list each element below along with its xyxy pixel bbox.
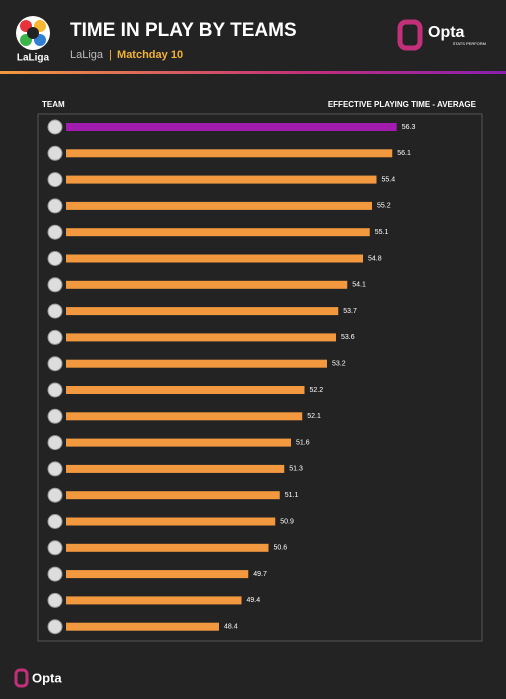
bar bbox=[66, 386, 305, 394]
category-header: TEAM bbox=[42, 100, 65, 109]
value-label: 50.9 bbox=[280, 518, 294, 525]
value-label: 51.3 bbox=[289, 466, 303, 473]
value-label: 51.1 bbox=[285, 492, 299, 499]
bar bbox=[66, 464, 285, 473]
team-logo bbox=[47, 172, 63, 188]
subtitle-league: LaLiga bbox=[70, 49, 104, 61]
footer-name: Opta bbox=[32, 670, 62, 685]
bar bbox=[66, 570, 249, 579]
value-label: 48.4 bbox=[224, 624, 238, 631]
team-logo bbox=[47, 251, 63, 266]
value-label: 56.1 bbox=[397, 150, 411, 157]
bar bbox=[66, 359, 327, 368]
bar bbox=[66, 517, 276, 526]
bar bbox=[66, 438, 291, 447]
footer-logo: Opta bbox=[14, 668, 62, 688]
bar bbox=[66, 175, 377, 184]
bar bbox=[66, 123, 397, 131]
subtitle: LaLiga | Matchday 10 bbox=[70, 49, 183, 61]
team-logo bbox=[47, 356, 63, 372]
bar bbox=[66, 412, 303, 421]
value-label: 54.1 bbox=[352, 282, 366, 289]
chart-title: TIME IN PLAY BY TEAMS bbox=[70, 20, 297, 41]
bar bbox=[66, 149, 393, 158]
league-name: LaLiga bbox=[17, 53, 50, 64]
team-logo bbox=[47, 619, 63, 635]
header-rule bbox=[0, 71, 506, 74]
value-label: 55.4 bbox=[382, 176, 396, 183]
bar bbox=[66, 201, 372, 210]
provider-name: Opta bbox=[428, 24, 465, 41]
team-logo bbox=[47, 382, 63, 398]
bar bbox=[66, 280, 348, 289]
team-logo bbox=[47, 198, 63, 214]
value-label: 51.6 bbox=[296, 439, 310, 446]
bar bbox=[66, 622, 219, 631]
team-logo bbox=[47, 303, 63, 319]
value-label: 55.1 bbox=[375, 229, 389, 236]
league-logo bbox=[16, 16, 50, 50]
subtitle-matchday: Matchday 10 bbox=[117, 49, 183, 61]
value-label: 52.1 bbox=[307, 413, 321, 420]
provider-tag: STATS PERFORM bbox=[453, 41, 486, 46]
bar bbox=[66, 307, 339, 316]
value-label: 53.6 bbox=[341, 334, 355, 341]
team-logo bbox=[47, 592, 63, 608]
team-logo bbox=[47, 119, 63, 135]
bar bbox=[66, 596, 242, 605]
value-header: EFFECTIVE PLAYING TIME - AVERAGE bbox=[328, 100, 477, 109]
bar bbox=[66, 491, 280, 500]
bar bbox=[66, 333, 336, 342]
team-logo bbox=[47, 514, 63, 529]
provider-logo: Opta STATS PERFORM bbox=[397, 19, 486, 51]
value-label: 50.6 bbox=[274, 545, 288, 552]
value-label: 49.7 bbox=[253, 571, 267, 578]
value-label: 52.2 bbox=[310, 387, 324, 394]
team-logo bbox=[47, 145, 63, 161]
value-label: 56.3 bbox=[402, 124, 416, 131]
value-label: 54.8 bbox=[368, 255, 382, 262]
team-logo bbox=[47, 224, 63, 240]
value-label: 55.2 bbox=[377, 203, 391, 210]
team-logo bbox=[47, 487, 63, 503]
bar bbox=[66, 543, 269, 552]
plot-frame bbox=[37, 113, 483, 642]
team-logo bbox=[47, 408, 63, 424]
team-logo bbox=[47, 461, 63, 477]
bar bbox=[66, 228, 370, 237]
bar bbox=[66, 254, 363, 263]
value-label: 53.2 bbox=[332, 361, 346, 368]
value-label: 53.7 bbox=[343, 308, 357, 315]
subtitle-separator: | bbox=[109, 49, 112, 61]
team-logo bbox=[47, 329, 63, 345]
team-logo bbox=[47, 277, 63, 293]
team-logo bbox=[47, 566, 63, 582]
team-logo bbox=[47, 435, 63, 451]
value-label: 49.4 bbox=[247, 597, 261, 604]
team-logo bbox=[47, 540, 63, 556]
